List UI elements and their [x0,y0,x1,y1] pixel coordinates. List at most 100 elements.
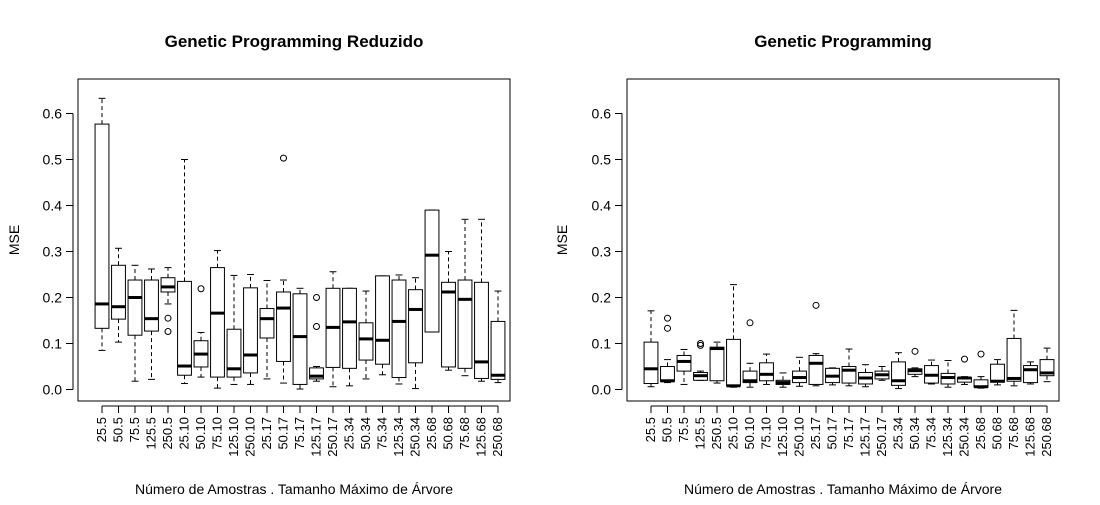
box-50-34 [907,347,923,378]
x-tick-label: 75.17 [292,417,307,450]
box-125-34 [940,360,956,388]
box-25-34 [342,287,357,387]
box-iqr [259,308,275,339]
box-iqr [358,322,374,361]
x-tick-label: 125.5 [144,417,159,450]
box-250-17 [325,271,341,388]
box-series [94,97,506,390]
box-iqr [243,287,258,374]
x-axis-label: Número de Amostras . Tamanho Máximo de Á… [135,481,453,497]
x-tick-label: 250.68 [490,417,505,457]
y-tick-label: 0.5 [592,152,612,168]
outlier-point [746,319,754,327]
box-iqr [210,267,225,378]
box-25-5 [643,310,659,388]
x-tick-label: 50.5 [111,417,126,442]
box-iqr [676,354,692,372]
box-25-10 [726,284,741,388]
box-iqr [990,363,1005,383]
y-axis: 0.0 0.1 0.2 0.3 0.4 0.5 0.6 [43,106,74,398]
y-tick-label: 0.6 [592,106,612,122]
box-50-17 [825,367,840,386]
box-25-34 [891,352,906,390]
x-tick-label: 75.68 [1006,417,1021,450]
box-iqr [226,328,242,378]
x-axis: 25.5 50.5 75.5 125.5 250.5 25.10 50.10 75.10 125… [643,405,1054,457]
box-25-68 [973,350,989,389]
y-tick-label: 0.1 [592,336,612,352]
box-iqr [808,354,824,385]
y-tick-label: 0.3 [43,244,63,260]
box-125-10 [775,372,791,388]
box-50-34 [358,290,374,380]
box-75-34 [375,275,390,376]
box-125-68 [474,218,489,382]
x-tick-label: 125.10 [775,417,790,457]
x-tick-label: 25.34 [342,417,357,450]
outlier-point [664,324,671,332]
box-75-5 [676,348,692,385]
box-iqr [726,338,741,387]
x-tick-label: 250.68 [1039,417,1054,457]
box-75-68 [1006,309,1022,387]
box-iqr [127,279,143,336]
x-tick-label: 125.34 [940,417,955,457]
box-50-5 [111,247,126,343]
x-tick-label: 25.10 [177,417,192,450]
box-250-68 [490,290,506,384]
x-tick-label: 125.10 [226,417,241,457]
y-tick-label: 0.4 [43,198,63,214]
y-tick-label: 0.1 [43,336,63,352]
box-75-17 [841,348,857,387]
box-25-17 [259,279,275,380]
outlier-point [977,350,985,358]
x-tick-label: 125.17 [309,417,324,457]
box-50-10 [193,285,209,378]
box-iqr [309,367,324,380]
box-iqr [375,275,390,365]
box-iqr [160,277,176,293]
y-tick-label: 0.2 [43,290,63,306]
x-tick-label: 50.34 [358,417,373,450]
box-50-68 [441,251,456,371]
box-iqr [1023,365,1038,384]
x-tick-label: 75.68 [457,417,472,450]
y-tick-label: 0.4 [592,198,612,214]
box-iqr [490,320,506,380]
box-iqr [177,280,192,376]
box-iqr [1006,337,1022,382]
x-tick-label: 50.17 [276,417,291,450]
y-tick-label: 0.0 [592,382,612,398]
panel-genetic-programming: Genetic Programming MSE Número de Amostr… [554,32,1060,497]
box-iqr [742,370,758,384]
box-iqr [292,293,308,385]
box-250-17 [874,366,890,381]
x-tick-label: 50.5 [660,417,675,442]
outlier-point [313,294,320,301]
box-iqr [94,123,110,329]
outlier-point [280,154,287,162]
x-tick-label: 250.17 [325,417,340,457]
x-tick-label: 50.68 [990,417,1005,450]
x-tick-label: 250.5 [709,417,724,450]
box-iqr [474,281,489,379]
x-tick-label: 125.5 [693,417,708,450]
x-tick-label: 250.17 [874,417,889,457]
x-tick-label: 25.10 [726,417,741,450]
panel-genetic-programming-reduzido: Genetic Programming Reduzido MSE Número … [6,32,511,497]
box-125-5 [144,268,159,380]
box-75-5 [127,264,143,382]
box-series [643,284,1055,390]
box-50-10 [742,319,758,388]
chart-title: Genetic Programming Reduzido [165,32,424,51]
x-tick-label: 250.10 [792,417,807,457]
box-25-17 [808,301,824,387]
box-50-5 [660,314,675,384]
box-125-17 [309,294,324,382]
box-iqr [391,279,407,379]
x-tick-label: 75.34 [924,417,939,450]
x-tick-label: 25.68 [973,417,988,450]
box-iqr [111,264,126,320]
box-75-68 [457,218,473,377]
